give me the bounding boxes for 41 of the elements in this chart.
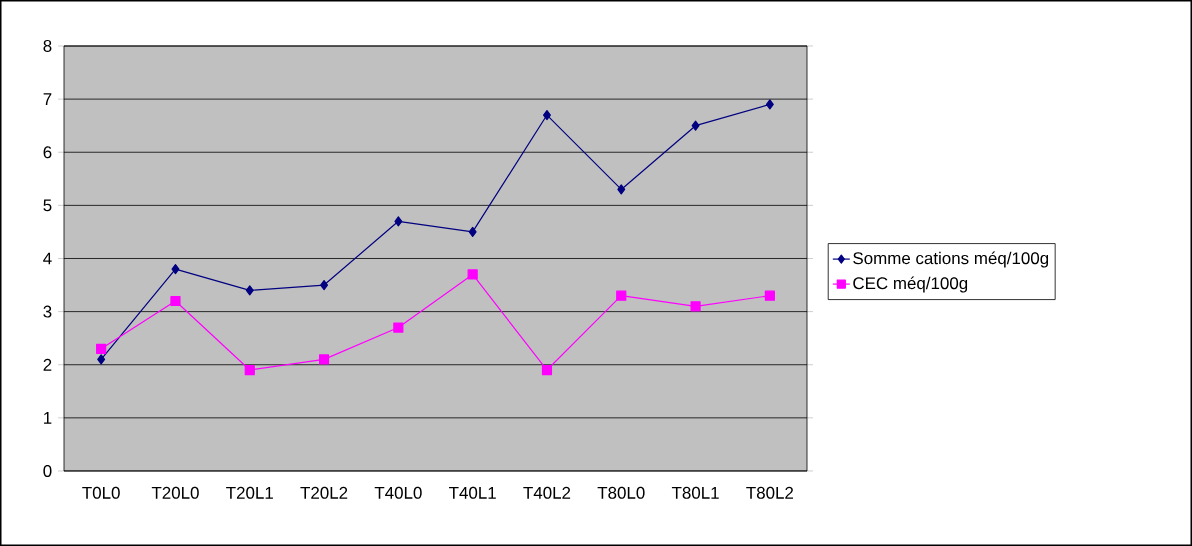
- x-tick-label: T20L1: [226, 486, 273, 499]
- y-tick-label: 8: [43, 39, 52, 52]
- x-tick-label: T80L1: [671, 486, 719, 499]
- point: [96, 343, 107, 354]
- point: [617, 184, 626, 195]
- point: [393, 322, 404, 333]
- point: [468, 226, 477, 238]
- point: [394, 216, 403, 227]
- point: [690, 301, 701, 312]
- x-tick-label: T40L2: [523, 486, 571, 499]
- point: [244, 364, 255, 376]
- legend-label: CEC méq/100g: [853, 276, 968, 293]
- point: [691, 120, 700, 131]
- y-tick-label: 4: [43, 252, 52, 265]
- y-tick-label: 6: [43, 146, 52, 159]
- x-tick-label: T0L0: [82, 486, 120, 499]
- point: [171, 264, 180, 275]
- y-tick-label: 2: [43, 358, 52, 371]
- point: [616, 290, 627, 301]
- x-tick-label: T80L2: [746, 486, 794, 499]
- x-tick-label: T20L0: [151, 486, 199, 499]
- y-tick-label: 3: [43, 305, 52, 318]
- point: [97, 354, 106, 365]
- point: [320, 279, 329, 291]
- point: [318, 354, 330, 365]
- y-tick-label: 0: [43, 464, 52, 477]
- legend-label: Somme cations méq/100g: [853, 251, 1049, 268]
- point: [542, 109, 551, 121]
- x-tick-label: T80L0: [597, 486, 645, 499]
- point: [467, 269, 478, 280]
- point: [245, 285, 254, 296]
- y-tick-label: 1: [44, 412, 52, 424]
- x-tick-label: T20L2: [300, 486, 348, 499]
- y-tick-label: 7: [43, 93, 52, 105]
- y-tick-label: 5: [43, 199, 52, 212]
- x-tick-label: T40L1: [449, 486, 496, 499]
- point: [764, 290, 775, 301]
- point: [170, 295, 181, 307]
- point: [765, 99, 774, 110]
- point: [541, 364, 553, 376]
- x-tick-label: T40L0: [374, 486, 422, 499]
